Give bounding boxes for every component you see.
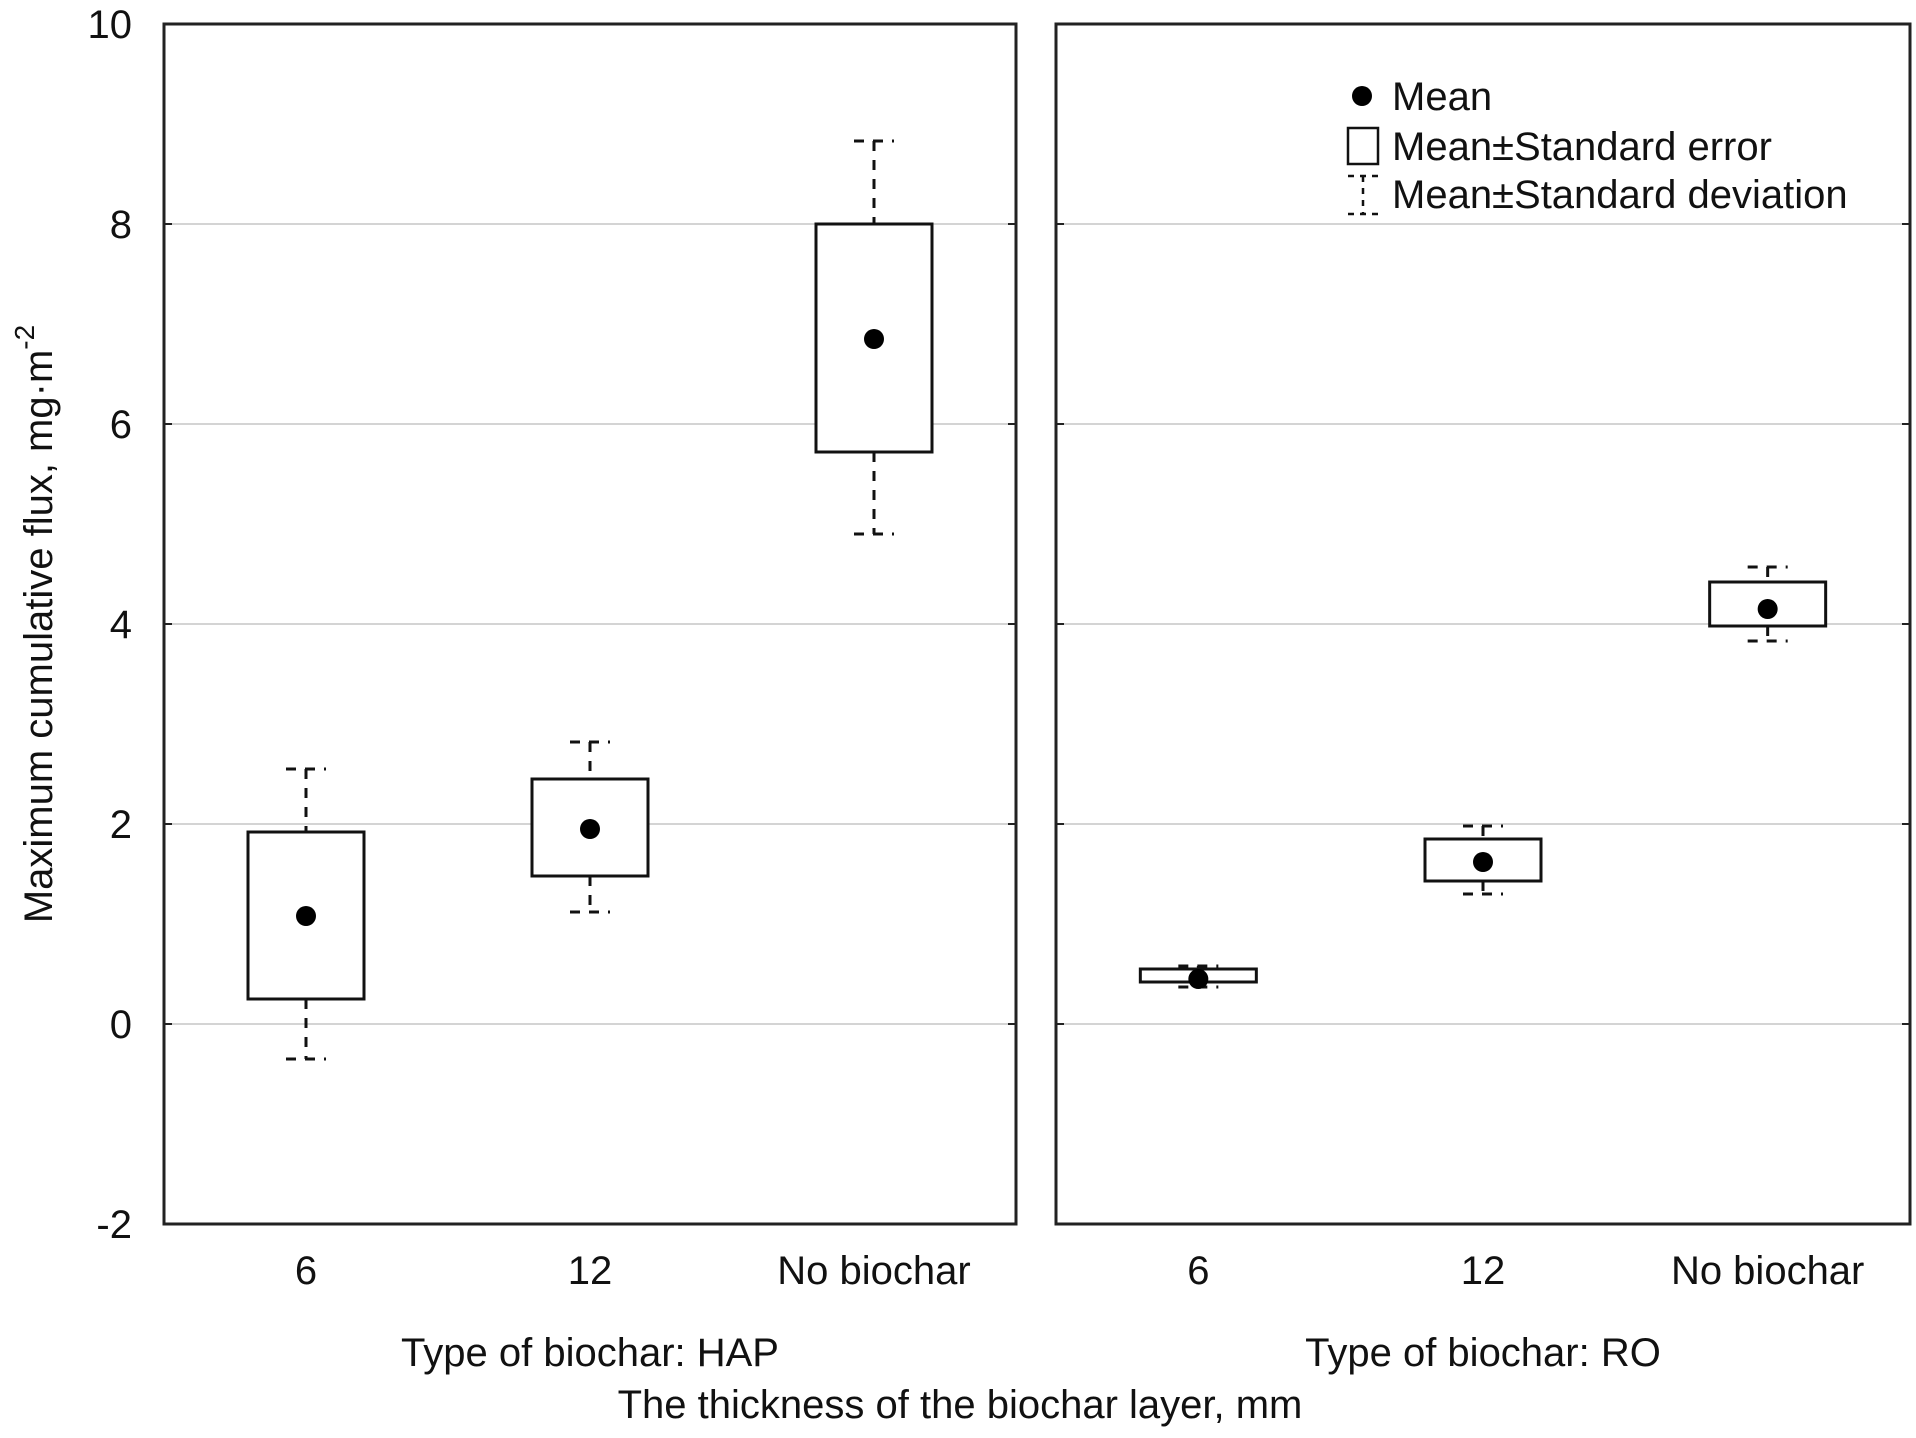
x-category-label: No biochar xyxy=(777,1249,970,1293)
y-tick-label: 10 xyxy=(88,3,133,47)
y-tick-label: 6 xyxy=(110,403,132,447)
x-category-label: 6 xyxy=(1187,1249,1209,1293)
y-axis-title-main: Maximum cumulative flux, mg·m xyxy=(17,350,61,923)
mean-point xyxy=(580,819,600,839)
marks-layer xyxy=(246,139,1828,1061)
y-tick-label: -2 xyxy=(96,1203,132,1247)
x-category-label: 6 xyxy=(295,1249,317,1293)
mean-point xyxy=(1757,599,1778,619)
y-tick-label: 2 xyxy=(110,803,132,847)
mean-point xyxy=(864,329,884,349)
grid-layer xyxy=(164,223,1910,1025)
panel-label: Type of biochar: RO xyxy=(1305,1331,1661,1375)
text-layer: -2 0 2 4 6 8 10 6 12 No biochar Type of biochar: H… xyxy=(9,3,1864,1427)
frame-layer xyxy=(162,22,1912,1226)
x-category-label: 12 xyxy=(568,1249,613,1293)
legend-se-marker xyxy=(1346,126,1380,166)
legend-sd-label: Mean±Standard deviation xyxy=(1392,173,1848,217)
mean-point xyxy=(1473,852,1493,872)
mean-point xyxy=(1188,969,1209,989)
y-axis-title: Maximum cumulative flux, mg·m-2 xyxy=(9,325,61,923)
panel-frame xyxy=(1054,22,1912,1226)
legend-mean-marker xyxy=(1352,86,1372,106)
y-tick-label: 8 xyxy=(110,203,132,247)
mean-point xyxy=(296,906,316,926)
x-category-label: No biochar xyxy=(1671,1249,1864,1293)
legend-mean-label: Mean xyxy=(1392,75,1492,119)
y-tick-label: 0 xyxy=(110,1003,132,1047)
x-axis-title: The thickness of the biochar layer, mm xyxy=(618,1383,1303,1427)
y-tick-label: 4 xyxy=(110,603,132,647)
x-category-label: 12 xyxy=(1461,1249,1506,1293)
legend-se-label: Mean±Standard error xyxy=(1392,125,1772,169)
panel-label: Type of biochar: HAP xyxy=(401,1331,779,1375)
panel-frame xyxy=(162,22,1018,1226)
y-axis-title-superscript: -2 xyxy=(9,325,40,350)
